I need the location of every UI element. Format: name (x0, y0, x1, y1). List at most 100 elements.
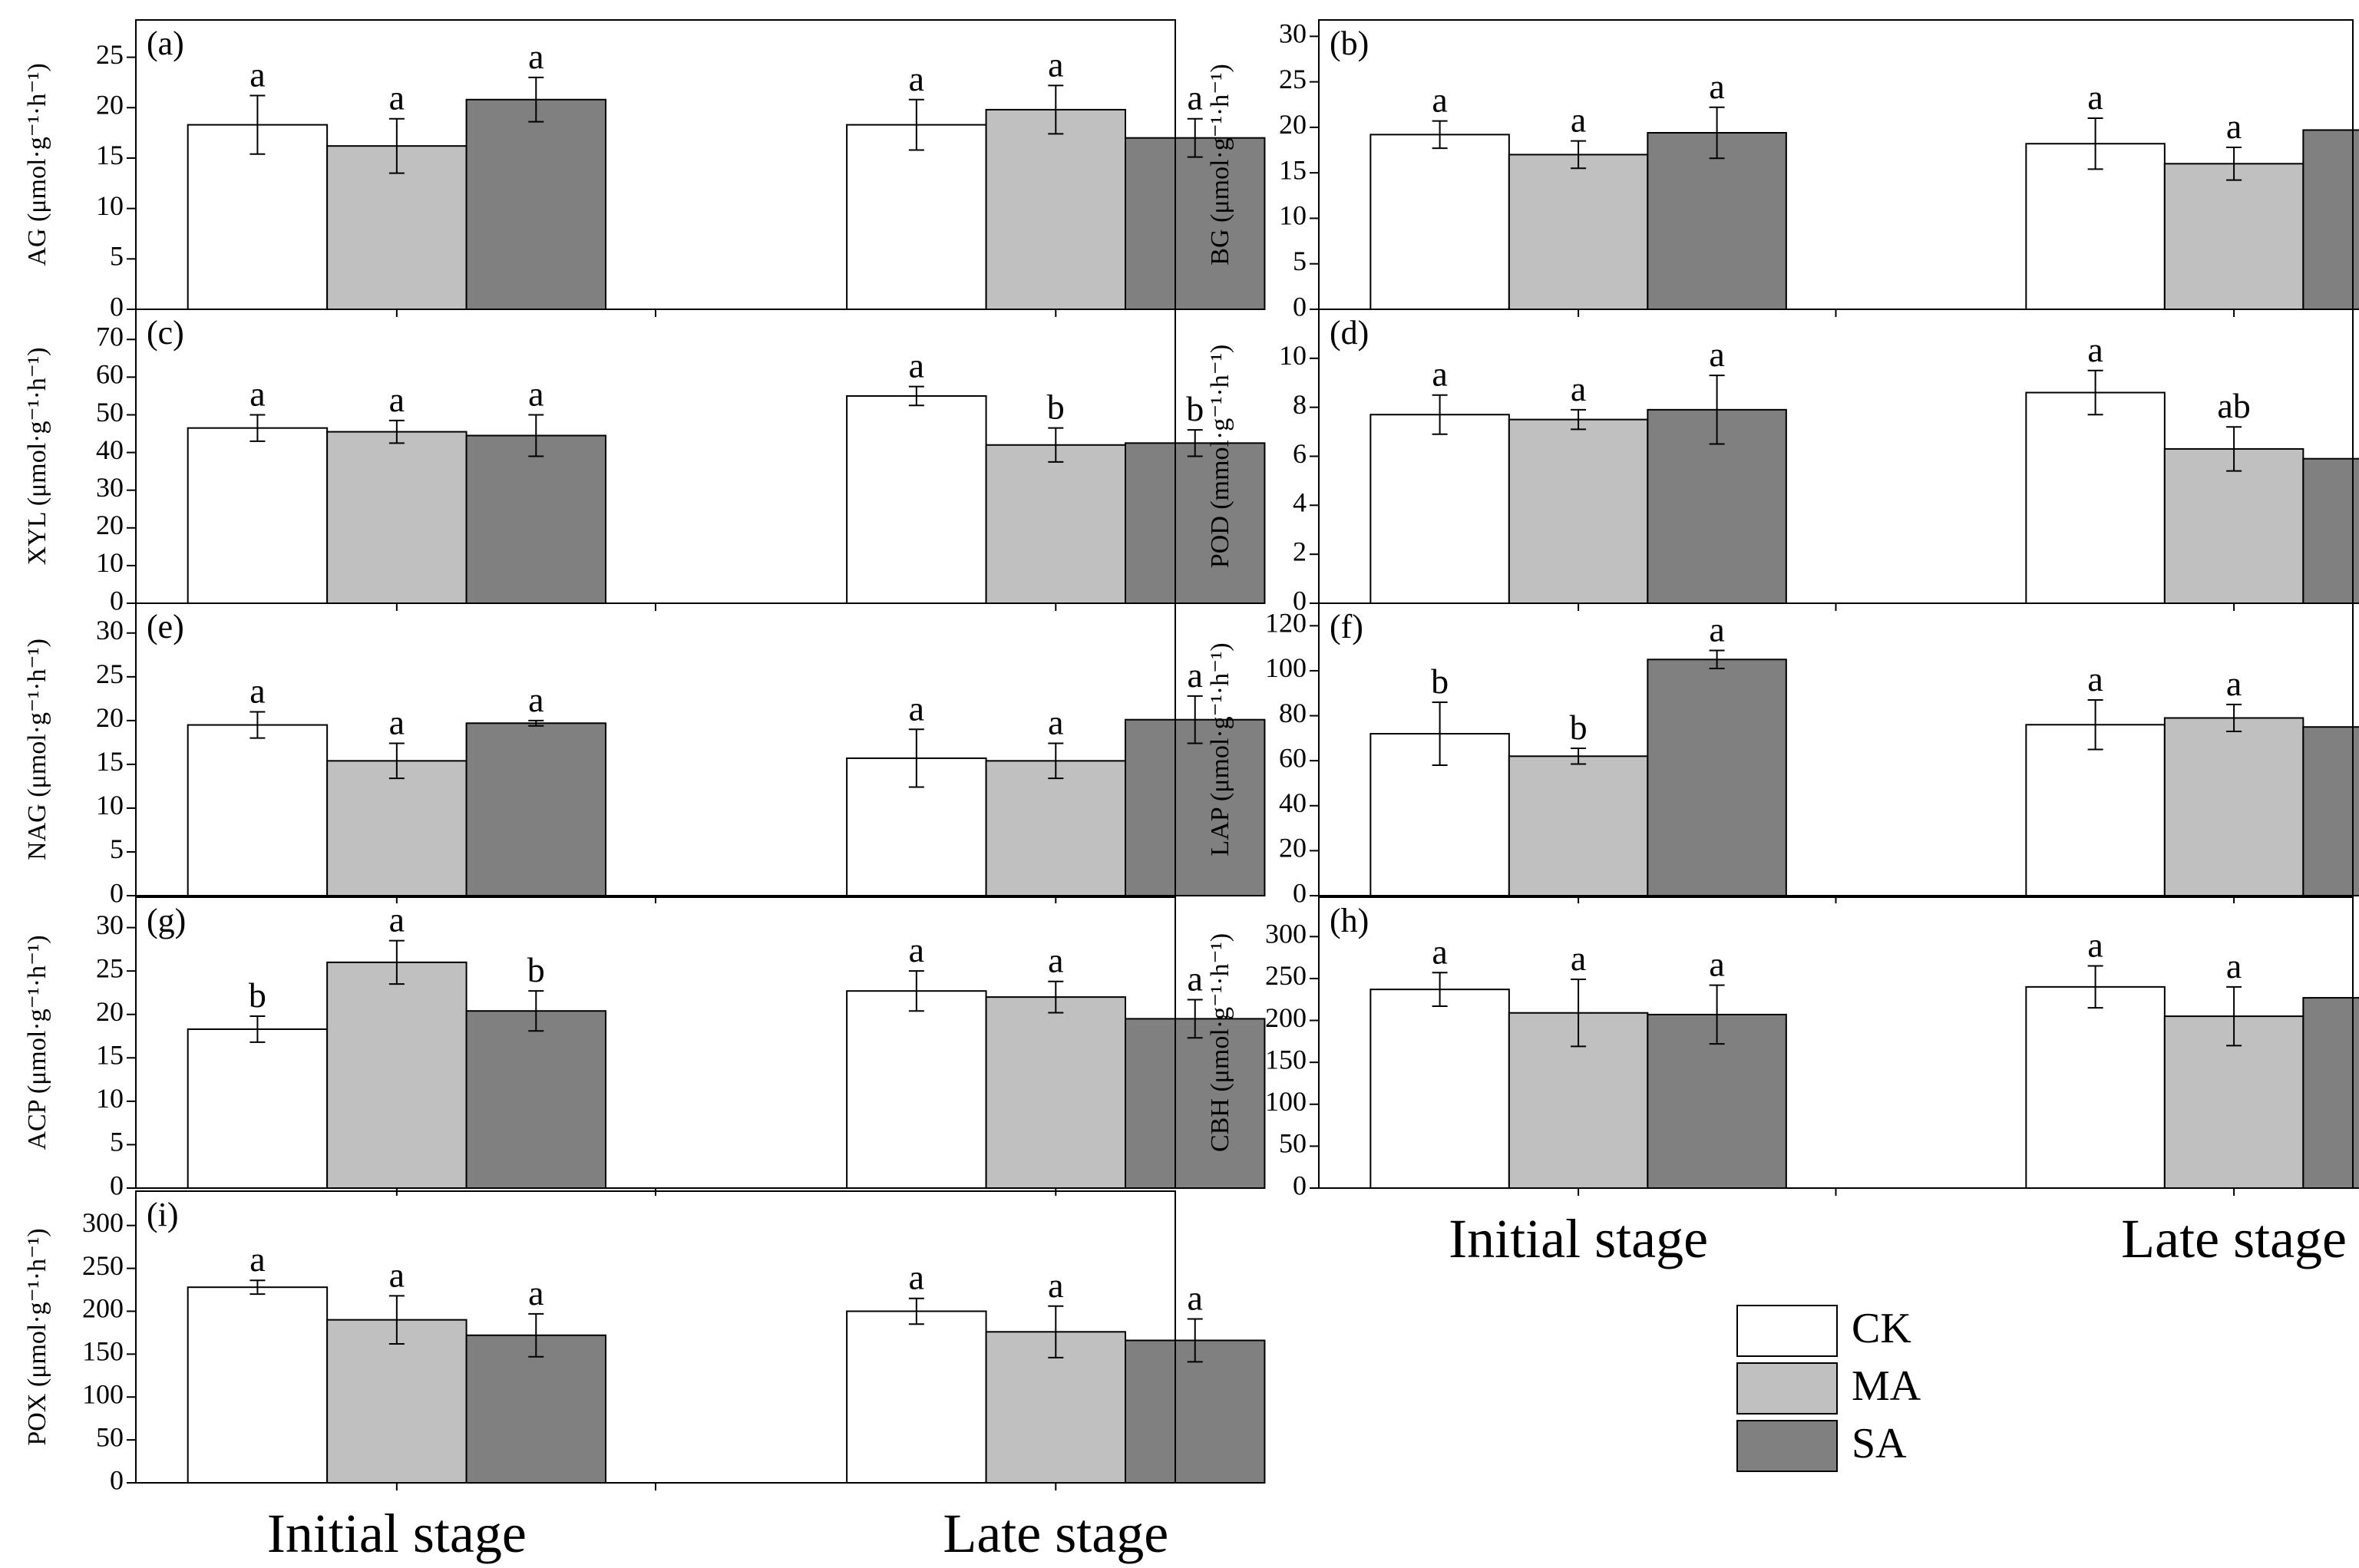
error-bar (1048, 742, 1064, 780)
significance-letter: a (1709, 67, 1724, 106)
significance-letter: a (2087, 659, 2103, 698)
error-bar (1187, 117, 1203, 158)
y-tick-label: 20 (96, 996, 124, 1027)
legend-label: CK (1852, 1305, 1911, 1352)
significance-letter: b (1431, 662, 1449, 701)
panel-label: (e) (147, 608, 184, 645)
y-tick-label: 0 (1293, 291, 1307, 322)
x-category-label: Initial stage (267, 1503, 527, 1564)
error-bar (908, 970, 924, 1012)
bar (2163, 717, 2304, 896)
error-bar (908, 728, 924, 788)
y-axis-label: AG (μmol·g⁻¹·h⁻¹) (23, 63, 51, 266)
bar (2025, 724, 2166, 896)
y-tick-label: 5 (110, 1127, 124, 1157)
y-axis-label: ACP (μmol·g⁻¹·h⁻¹) (23, 935, 51, 1150)
y-tick-label: 8 (1293, 389, 1307, 420)
bar (187, 1028, 329, 1190)
panel-label: (g) (147, 902, 186, 939)
error-bar (2226, 985, 2242, 1047)
bar (1369, 414, 1510, 604)
y-tick-label: 0 (110, 585, 124, 616)
significance-letter: a (249, 1240, 265, 1279)
significance-letter: a (2226, 107, 2242, 146)
significance-letter: a (909, 930, 924, 969)
y-tick-label: 200 (1265, 1002, 1307, 1033)
error-bar (908, 385, 924, 407)
y-tick-label: 80 (1279, 698, 1307, 728)
error-bar (1187, 1318, 1203, 1363)
error-bar (1187, 695, 1203, 744)
y-tick-label: 50 (96, 397, 124, 427)
y-tick-label: 20 (96, 702, 124, 733)
significance-letter: a (1571, 101, 1586, 140)
y-tick-label: 40 (96, 434, 124, 465)
y-tick-label: 20 (1279, 833, 1307, 863)
error-bar (2087, 369, 2103, 416)
bar (465, 98, 607, 310)
panel-label: (d) (1330, 314, 1369, 352)
significance-letter: b (527, 950, 545, 989)
y-tick-label: 10 (96, 1083, 124, 1114)
y-tick-label: 0 (1293, 1170, 1307, 1200)
bar (1508, 755, 1649, 896)
significance-letter: ab (2217, 386, 2250, 425)
y-tick-label: 0 (1293, 585, 1307, 616)
bar (1125, 442, 1266, 604)
significance-letter: a (2226, 946, 2242, 985)
bar (1125, 137, 1266, 310)
error-bar (528, 414, 544, 457)
error-bar (249, 1015, 266, 1043)
significance-letter: a (528, 680, 543, 719)
significance-letter: a (1048, 45, 1063, 84)
y-tick-label: 6 (1293, 438, 1307, 469)
error-bar (249, 94, 266, 155)
error-bar (1048, 980, 1064, 1014)
bar (187, 1286, 329, 1484)
significance-letter: a (389, 380, 405, 419)
bar (465, 1010, 607, 1189)
error-bar (2087, 117, 2103, 170)
bar (326, 961, 468, 1189)
panel-label: (h) (1330, 902, 1369, 939)
panel-label: (a) (147, 25, 184, 62)
y-tick-label: 250 (1265, 960, 1307, 991)
error-bar (249, 711, 266, 739)
error-bar (1709, 375, 1725, 445)
significance-letter: a (528, 1273, 543, 1312)
y-tick-label: 5 (110, 241, 124, 272)
bar (985, 108, 1127, 311)
significance-letter: a (2087, 926, 2103, 965)
y-tick-label: 5 (1293, 246, 1307, 276)
y-tick-label: 20 (96, 90, 124, 120)
significance-letter: a (249, 671, 265, 710)
significance-letter: a (1571, 369, 1586, 408)
y-tick-label: 60 (96, 359, 124, 390)
error-bar (1571, 408, 1587, 431)
y-tick-label: 100 (1265, 652, 1307, 683)
y-tick-label: 30 (96, 909, 124, 940)
legend-swatch (1736, 1305, 1838, 1357)
error-bar (528, 719, 544, 727)
y-tick-label: 150 (1265, 1044, 1307, 1074)
significance-letter: b (1047, 388, 1065, 427)
error-bar (1187, 999, 1203, 1039)
y-tick-label: 120 (1265, 608, 1307, 639)
significance-letter: a (1048, 703, 1063, 742)
y-tick-label: 10 (1279, 200, 1307, 231)
legend-label: MA (1852, 1362, 1921, 1410)
significance-letter: b (1570, 708, 1588, 747)
significance-letter: a (1188, 78, 1203, 117)
error-bar (249, 414, 266, 442)
y-tick-label: 250 (82, 1250, 124, 1281)
significance-letter: a (909, 1258, 924, 1297)
significance-letter: a (2087, 78, 2103, 117)
y-tick-label: 25 (96, 952, 124, 983)
error-bar (1048, 427, 1064, 463)
y-tick-label: 100 (1265, 1086, 1307, 1117)
error-bar (388, 1295, 405, 1345)
error-bar (2226, 426, 2242, 472)
bar (2163, 447, 2304, 604)
y-tick-label: 15 (96, 140, 124, 170)
bar (1125, 1339, 1266, 1484)
